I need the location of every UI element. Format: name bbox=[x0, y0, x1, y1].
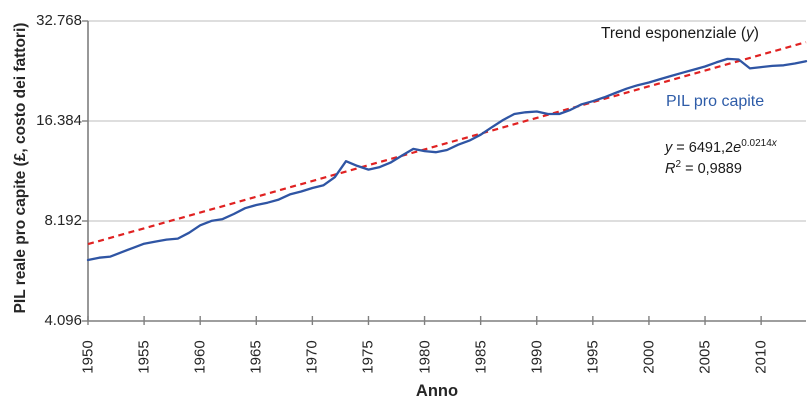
trend-legend-close: ) bbox=[753, 25, 759, 42]
x-tick-label: 1995 bbox=[584, 340, 602, 374]
series-legend-label: PIL pro capite bbox=[666, 93, 765, 110]
trend-equation: y = 6491,2e0.0214x bbox=[665, 137, 777, 158]
x-tick-label: 1985 bbox=[472, 340, 490, 374]
series-line bbox=[86, 57, 808, 262]
trend-legend-text: Trend esponenziale ( bbox=[601, 25, 747, 42]
x-tick-label: 2005 bbox=[696, 340, 714, 374]
y-tick-label: 32.768 bbox=[36, 12, 82, 30]
equation-exponent-number: 0.0214 bbox=[741, 138, 772, 149]
r-squared-base: R bbox=[665, 160, 676, 177]
y-axis-title: PIL reale pro capite (£, costo dei fatto… bbox=[12, 22, 29, 314]
trend-legend-variable: y bbox=[746, 25, 754, 42]
x-tick-label: 1965 bbox=[247, 340, 265, 374]
x-tick-label: 2000 bbox=[640, 340, 658, 374]
y-tick-label: 8.192 bbox=[44, 212, 82, 230]
x-axis-title: Anno bbox=[415, 382, 459, 400]
y-tick-label: 4.096 bbox=[44, 312, 82, 330]
x-tick-label: 1980 bbox=[416, 340, 434, 374]
r-squared-value: = 0,9889 bbox=[681, 160, 742, 177]
equation-mid: = 6491,2 bbox=[672, 139, 734, 156]
x-tick-label: 1970 bbox=[303, 340, 321, 374]
trend-equation-block: y = 6491,2e0.0214x R2 = 0,9889 bbox=[665, 137, 777, 179]
equation-exponent: 0.0214x bbox=[741, 138, 777, 149]
y-tick-label: 16.384 bbox=[36, 112, 82, 130]
equation-base: e bbox=[733, 139, 742, 156]
x-tick-label: 1975 bbox=[359, 340, 377, 374]
equation-lhs: y bbox=[665, 139, 673, 156]
trend-line bbox=[87, 41, 807, 246]
x-tick-label: 1960 bbox=[191, 340, 209, 374]
x-tick-label: 2010 bbox=[752, 340, 770, 374]
r-squared: R2 = 0,9889 bbox=[665, 158, 777, 179]
x-tick-label: 1950 bbox=[79, 340, 97, 374]
x-tick-label: 1990 bbox=[528, 340, 546, 374]
r-squared-sup: 2 bbox=[675, 159, 682, 171]
equation-exponent-variable: x bbox=[771, 138, 777, 149]
trend-legend-label: Trend esponenziale (y) bbox=[601, 25, 759, 43]
x-tick-label: 1955 bbox=[135, 340, 153, 374]
